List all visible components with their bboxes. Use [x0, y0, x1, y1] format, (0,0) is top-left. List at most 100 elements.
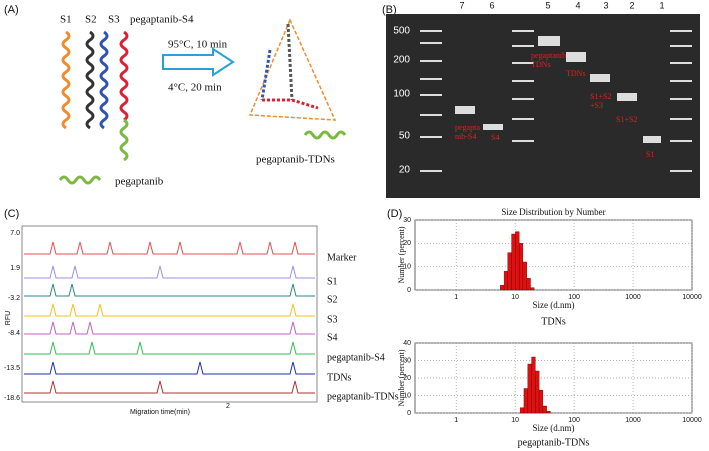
y-tick-label: 40: [403, 340, 411, 347]
x-tick-label: 1: [454, 417, 458, 424]
bar: [538, 390, 544, 414]
plot-frame: [21, 225, 318, 403]
x-tick-label: 10: [511, 294, 519, 301]
step-label: 95°C, 10 min: [168, 39, 228, 51]
product-label: pegaptanib-TDNs: [256, 154, 335, 166]
trace-label: pegaptanib-S4: [327, 352, 385, 363]
arrow: [162, 47, 235, 77]
bar: [511, 233, 516, 291]
trace-label: S1: [327, 276, 338, 287]
x-axis-label: Migration time(min): [130, 409, 190, 416]
y-label: -8.4: [8, 330, 20, 337]
x-tick-label: 100: [568, 294, 580, 301]
band-label: S1+S2: [590, 92, 611, 101]
y-tick-label: 0: [407, 410, 411, 417]
bar: [515, 231, 520, 291]
trace: [24, 283, 315, 297]
panel-label: (D): [387, 208, 402, 220]
gel-bands: [420, 30, 692, 172]
legend-label: pegaptanib: [115, 176, 164, 188]
y-tick-label: 10: [403, 264, 411, 271]
trace: [24, 341, 315, 355]
x-tick-label: 1000: [625, 294, 641, 301]
ladder-label: 500: [393, 26, 410, 37]
y-tick-label: 10: [403, 392, 411, 399]
x-tick-label: 1000: [625, 417, 641, 424]
panel-label: (B): [382, 4, 397, 16]
bar: [503, 271, 508, 291]
panel-label: (C): [4, 208, 19, 220]
ladder-label: 20: [399, 165, 411, 176]
x-tick-label: 2: [226, 403, 230, 410]
lane-label: 5: [545, 0, 550, 10]
trace-label: Marker: [327, 252, 357, 263]
y-axis-label: Number (percent): [397, 226, 406, 283]
trace: [24, 361, 315, 375]
band-label: TDNs: [566, 69, 586, 78]
bar: [535, 370, 540, 414]
trace: [24, 265, 315, 279]
bar: [522, 261, 527, 291]
bar: [520, 407, 525, 414]
panel-label: (A): [4, 4, 19, 16]
trace-label: S3: [327, 314, 338, 325]
band-label: S4: [491, 133, 499, 142]
y-label: 7.0: [10, 230, 20, 237]
x-tick-label: 100: [568, 417, 580, 424]
y-label: 1.9: [10, 265, 20, 272]
trace-label: pegaptanib-TDNs: [327, 391, 399, 402]
y-axis-label: Number (percent): [397, 349, 406, 406]
lane-label: 2: [629, 0, 634, 10]
x-axis-label: Size (d.nm): [533, 300, 575, 310]
bar: [546, 411, 551, 414]
ladder-label: 200: [393, 55, 410, 66]
trace: [24, 321, 315, 335]
x-tick-label: 10000: [682, 294, 702, 301]
bar: [530, 287, 535, 291]
trace: [24, 380, 315, 394]
x-tick-label: 10: [511, 417, 519, 424]
band-label: pegapta: [455, 123, 480, 132]
lane-label: 6: [489, 0, 494, 10]
step-label: 4°C, 20 min: [168, 82, 222, 94]
trace-label: TDNs: [327, 372, 352, 383]
bar: [523, 388, 529, 414]
trace: [24, 303, 315, 317]
trace-label: S2: [327, 294, 338, 305]
y-tick-label: 0: [407, 287, 411, 294]
ladder-label: 100: [393, 89, 410, 100]
y-label: -13.5: [4, 365, 20, 372]
chart-title: Size Distribution by Number: [501, 207, 605, 217]
band-label: S1: [646, 150, 654, 159]
x-axis-label: Size (d.nm): [533, 423, 575, 433]
trace-label: S4: [327, 332, 338, 343]
band-label: TDNs: [531, 60, 551, 69]
lane-label: 1: [659, 0, 664, 10]
lane-label: 4: [575, 0, 580, 10]
band-label: pegaptanib: [531, 51, 566, 60]
bar: [527, 363, 532, 414]
y-axis-label: RFU: [5, 311, 12, 325]
strand-label: S2: [85, 14, 97, 26]
lane-label: 3: [603, 0, 608, 10]
chart-caption: TDNs: [541, 316, 566, 327]
strand-label: S3: [108, 14, 120, 26]
bar: [526, 278, 531, 291]
bar: [518, 243, 524, 291]
chart-caption: pegaptanib-TDNs: [518, 437, 590, 448]
y-label: -18.6: [4, 395, 20, 402]
tdn-structure: [248, 18, 337, 121]
bar: [507, 252, 512, 291]
y-tick-label: 20: [403, 375, 411, 382]
strands: [58, 30, 347, 185]
y-tick-label: 20: [403, 240, 411, 247]
x-tick-label: 1: [454, 294, 458, 301]
band-label: nib-S4: [455, 132, 476, 141]
bar: [542, 405, 547, 414]
y-label: -3.2: [8, 295, 20, 302]
x-tick-label: 10000: [682, 417, 702, 424]
trace: [24, 241, 315, 255]
bar: [500, 285, 505, 291]
band-label: S1+S2: [616, 115, 637, 124]
